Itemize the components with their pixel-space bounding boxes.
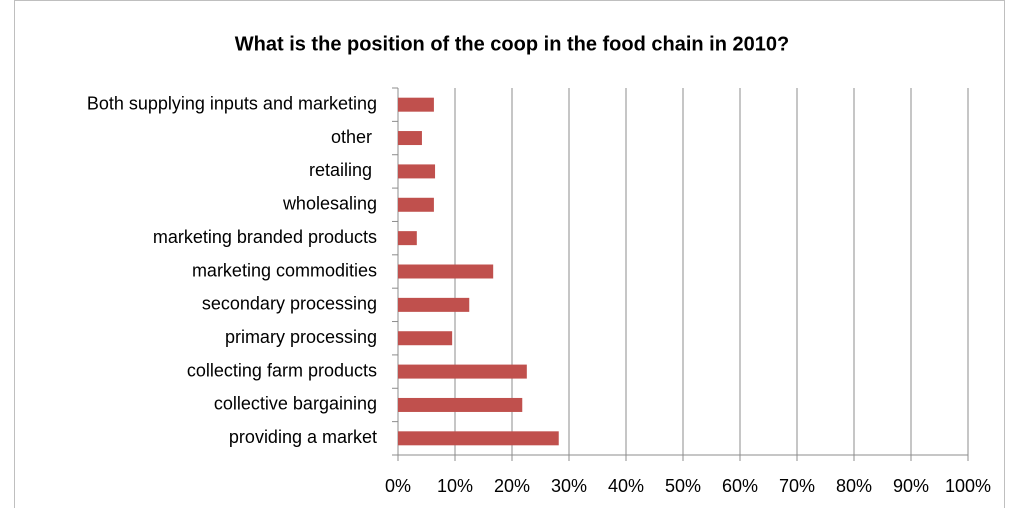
bar [398, 97, 434, 112]
bar [398, 197, 434, 212]
x-tick-label: 70% [779, 476, 815, 496]
x-tick-label: 90% [893, 476, 929, 496]
x-tick-label: 40% [608, 476, 644, 496]
bar [398, 231, 417, 246]
chart-title: What is the position of the coop in the … [235, 33, 789, 55]
bar [398, 164, 436, 179]
x-tick-label: 20% [494, 476, 530, 496]
y-tick-label: Both supplying inputs and marketing [87, 93, 377, 113]
bar [398, 331, 453, 346]
bar [398, 431, 559, 446]
y-tick-label: collective bargaining [214, 394, 377, 414]
y-tick-label: collecting farm products [187, 360, 377, 380]
y-tick-label: providing a market [229, 427, 377, 447]
x-tick-label: 30% [551, 476, 587, 496]
x-tick-label: 50% [665, 476, 701, 496]
bar [398, 397, 523, 412]
y-tick-label: retailing [309, 160, 377, 180]
bar [398, 297, 470, 312]
y-tick-label: primary processing [225, 327, 377, 347]
y-tick-label: wholesaling [282, 194, 377, 214]
bar [398, 131, 422, 146]
bar [398, 264, 494, 279]
y-tick-label: marketing branded products [153, 227, 377, 247]
y-tick-label: marketing commodities [192, 260, 377, 280]
chart-frame [14, 0, 1005, 508]
x-tick-label: 80% [836, 476, 872, 496]
bar [398, 364, 527, 379]
x-tick-label: 60% [722, 476, 758, 496]
x-tick-label: 0% [385, 476, 411, 496]
x-tick-label: 10% [437, 476, 473, 496]
y-tick-label: other [331, 127, 377, 147]
x-tick-label: 100% [945, 476, 991, 496]
y-tick-label: secondary processing [202, 294, 377, 314]
